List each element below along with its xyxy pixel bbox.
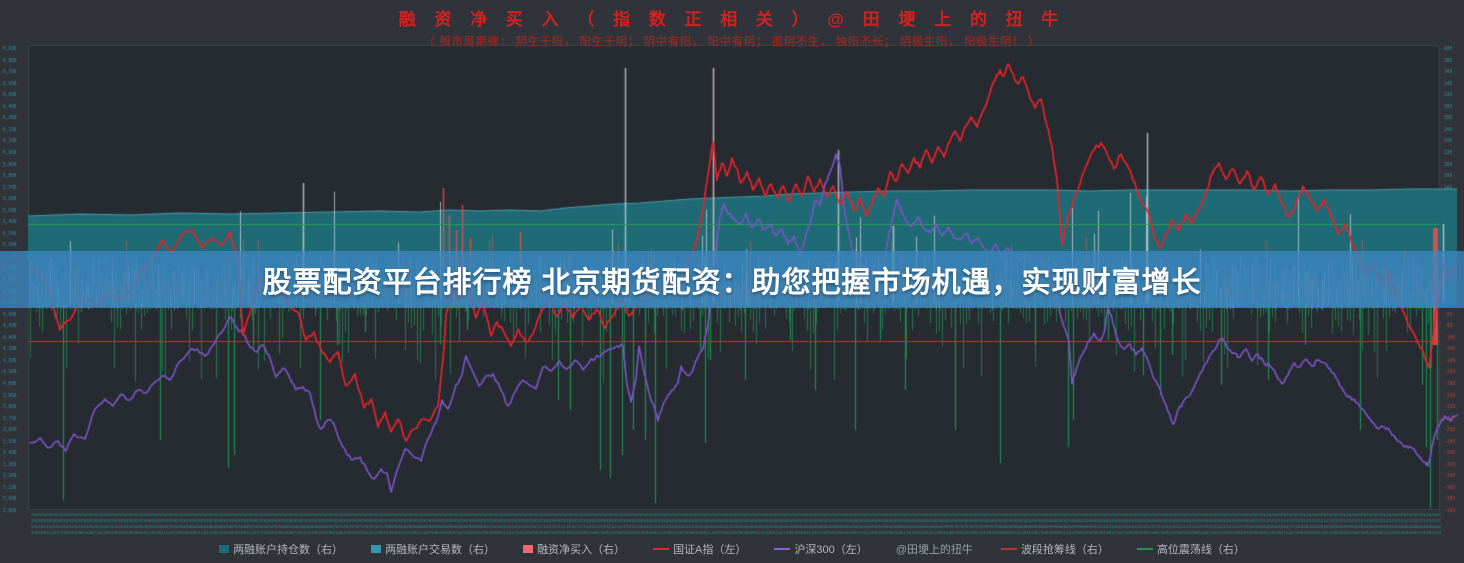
legend-marker-square [371, 545, 382, 553]
legend-label: @田埂上的扭牛 [895, 544, 973, 556]
chart-subtitle: （ 股市周期律： 阴生于阳， 阳生于阴； 阴中有阳， 阳中有阴； 孤阴不生， 独… [423, 36, 1041, 48]
ad-banner[interactable]: 股票配资平台排行榜 北京期货配资：助您把握市场机遇，实现财富增长 [0, 251, 1464, 308]
legend-item-5[interactable]: @田埂上的扭牛 [896, 541, 973, 557]
legend-label: 高位震荡线（右） [1156, 544, 1245, 556]
legend-marker-line [1000, 548, 1017, 550]
legend-item-4[interactable]: 沪深300（左） [774, 541, 868, 557]
legend-marker-line [774, 548, 791, 550]
legend-label: 沪深300（左） [794, 544, 868, 556]
ad-banner-text[interactable]: 股票配资平台排行榜 北京期货配资：助您把握市场机遇，实现财富增长 [262, 266, 1202, 299]
legend-marker-line [653, 548, 670, 550]
legend-item-1[interactable]: 两融账户交易数（右） [371, 541, 495, 557]
legend-label: 国证A指（左） [673, 544, 747, 556]
legend-item-6[interactable]: 波段抢筹线（右） [1000, 541, 1109, 557]
legend-item-2[interactable]: 融资净买入（右） [523, 541, 625, 557]
chart-header: 融 资 净 买 入 （ 指 数 正 相 关 ） @ 田 埂 上 的 扭 牛 （ … [0, 0, 1464, 48]
legend-item-7[interactable]: 高位震荡线（右） [1136, 541, 1245, 557]
legend-label: 波段抢筹线（右） [1020, 544, 1109, 556]
legend-label: 融资净买入（右） [537, 544, 626, 556]
legend-item-3[interactable]: 国证A指（左） [653, 541, 746, 557]
legend-item-0[interactable]: 两融账户持仓数（右） [219, 541, 343, 557]
legend-marker-square [523, 545, 534, 553]
chart-title: 融 资 净 买 入 （ 指 数 正 相 关 ） @ 田 埂 上 的 扭 牛 [398, 10, 1066, 29]
legend: 两融账户持仓数（右） 两融账户交易数（右） 融资净买入（右） 国证A指（左） 沪深300… [0, 540, 1464, 558]
legend-label: 两融账户交易数（右） [385, 544, 496, 556]
legend-label: 两融账户持仓数（右） [233, 544, 344, 556]
legend-marker-line [1136, 548, 1153, 550]
legend-marker-square [219, 545, 230, 553]
